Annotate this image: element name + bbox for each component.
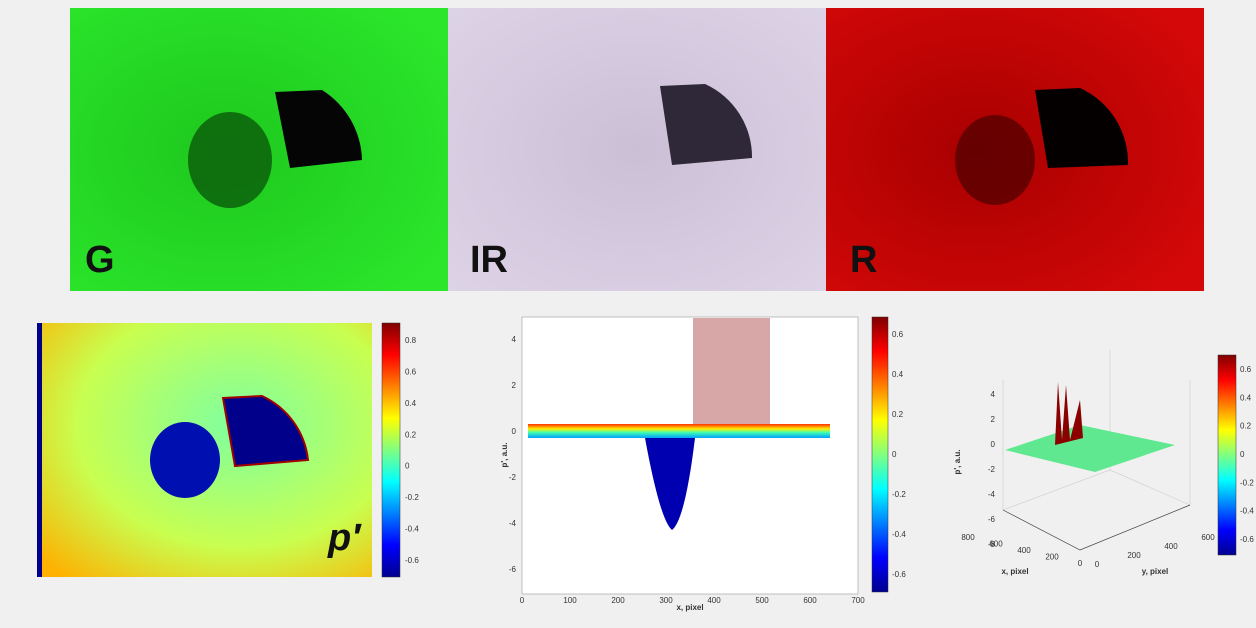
lesion (955, 115, 1035, 205)
y-tick-label: 400 (1164, 542, 1178, 551)
surface-spike (1055, 382, 1083, 445)
z-tick-label: 2 (991, 415, 996, 424)
x-tick-label: 800 (961, 533, 975, 542)
colorbar (1217, 354, 1237, 556)
photo-label: G (85, 239, 115, 281)
colorbar-tick-label: -0.2 (892, 490, 906, 499)
photo-ir (448, 8, 826, 291)
z-tick-label: -2 (988, 465, 996, 474)
y-label: y, pixel (1142, 567, 1169, 576)
colorbar-tick-label: 0.2 (892, 410, 904, 419)
colorbar-tick-label: -0.2 (405, 493, 419, 502)
data-band (528, 424, 830, 438)
x-tick-label: 700 (851, 596, 865, 605)
colorbar-tick-label: 0.6 (1240, 365, 1252, 374)
colorbar-tick-label: 0.4 (892, 370, 904, 379)
colorbar-tick-label: -0.4 (892, 530, 906, 539)
lesion (188, 112, 272, 208)
x-tick-label: 600 (989, 540, 1003, 549)
z-tick-label: -6 (988, 515, 996, 524)
z-tick-label: 0 (991, 440, 996, 449)
colorbar-tick-label: 0 (1240, 450, 1245, 459)
y-tick-label: 200 (1127, 551, 1141, 560)
y-tick-label: 0 (512, 427, 517, 436)
colorbar (871, 316, 889, 593)
y-tick-label: 2 (512, 381, 517, 390)
colorbar-tick-label: -0.6 (892, 570, 906, 579)
z-tick-label: -8 (988, 540, 996, 549)
data-cloud (693, 318, 770, 424)
map-label: p′ (327, 517, 362, 559)
marker (1035, 88, 1129, 168)
x-tick-label: 300 (659, 596, 673, 605)
photo-label: IR (470, 239, 508, 281)
colorbar-tick-label: 0.2 (1240, 422, 1252, 431)
x-tick-label: 0 (1078, 559, 1083, 568)
x-tick-label: 200 (611, 596, 625, 605)
colorbar-tick-label: 0.6 (892, 330, 904, 339)
colorbar-tick-label: 0 (405, 462, 410, 471)
marker (660, 84, 753, 165)
z-tick-label: 4 (991, 390, 996, 399)
y-tick-label: 0 (1095, 560, 1100, 569)
colorbar-tick-label: -0.4 (1240, 507, 1254, 516)
colorbar (381, 322, 401, 578)
x-tick-label: 600 (803, 596, 817, 605)
axis (1002, 504, 1191, 551)
data-cloud (645, 438, 695, 530)
x-tick-label: 0 (520, 596, 525, 605)
x-tick-label: 200 (1045, 553, 1059, 562)
x-label: x, pixel (676, 603, 703, 612)
colorbar-tick-label: 0.4 (405, 399, 417, 408)
colorbar-tick-label: 0 (892, 450, 897, 459)
lesion (150, 422, 220, 498)
y-label: p', a.u. (500, 442, 509, 467)
y-tick-label: -6 (509, 565, 517, 574)
colorbar-tick-label: 0.2 (405, 430, 417, 439)
y-tick-label: -2 (509, 473, 517, 482)
x-tick-label: 400 (1017, 546, 1031, 555)
marker (275, 90, 362, 168)
z-label: p', a.u. (953, 449, 962, 474)
y-tick-label: -4 (509, 519, 517, 528)
colorbar-tick-label: 0.6 (405, 368, 417, 377)
colorbar-tick-label: -0.4 (405, 525, 419, 534)
x-tick-label: 100 (563, 596, 577, 605)
x-label: x, pixel (1001, 567, 1028, 576)
colorbar-tick-label: 0.8 (405, 336, 417, 345)
colorbar-tick-label: -0.6 (1240, 535, 1254, 544)
colorbar-tick-label: -0.2 (1240, 478, 1254, 487)
marker (221, 394, 310, 468)
y-tick-label: 4 (512, 335, 517, 344)
colorbar-tick-label: -0.6 (405, 556, 419, 565)
surface (1005, 425, 1175, 472)
x-tick-label: 400 (707, 596, 721, 605)
photo-label: R (850, 239, 877, 281)
colorbar-tick-label: 0.4 (1240, 393, 1252, 402)
y-tick-label: 600 (1201, 533, 1215, 542)
map-edge (37, 323, 42, 577)
z-tick-label: -4 (988, 490, 996, 499)
x-tick-label: 500 (755, 596, 769, 605)
